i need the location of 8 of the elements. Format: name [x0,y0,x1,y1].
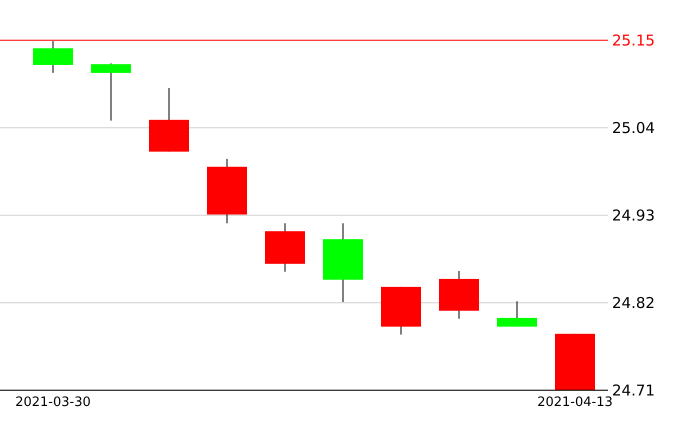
x-tick-label: 2021-04-13 [537,395,613,410]
y-tick-label: 24.82 [612,294,655,312]
x-tick-label: 2021-03-30 [15,395,91,410]
y-tick-label: 24.71 [612,382,655,400]
candlestick [90,62,132,122]
y-tick-label: 25.04 [612,119,655,138]
y-tick-label: 24.93 [612,206,655,225]
y-tick-label: 25.15 [612,32,655,50]
